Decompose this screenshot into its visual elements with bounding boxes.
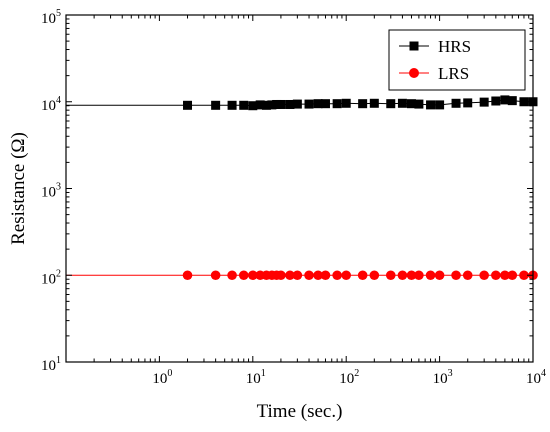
data-point-hrs	[426, 100, 436, 110]
y-tick-label: 103	[41, 182, 61, 201]
data-point-hrs	[479, 97, 489, 107]
data-point-lrs	[238, 270, 249, 281]
data-point-lrs	[462, 270, 473, 281]
data-point-hrs	[435, 100, 445, 110]
data-point-hrs	[267, 100, 277, 110]
legend: HRS LRS	[388, 29, 526, 91]
x-tick-label: 103	[433, 368, 453, 387]
data-point-hrs	[292, 99, 302, 109]
data-point-hrs	[463, 98, 473, 108]
data-point-hrs	[227, 100, 237, 110]
data-point-lrs	[313, 270, 323, 281]
data-point-hrs	[358, 99, 368, 109]
data-point-hrs	[255, 100, 265, 110]
legend-lrs-label: LRS	[438, 64, 469, 83]
data-point-hrs	[248, 101, 258, 111]
y-tick-label: 104	[41, 95, 61, 114]
data-point-lrs	[491, 270, 501, 281]
data-point-hrs	[341, 98, 351, 108]
y-tick-label: 101	[41, 355, 61, 374]
data-point-lrs	[507, 270, 518, 281]
data-point-lrs	[500, 270, 510, 281]
data-point-lrs	[285, 270, 295, 281]
data-point-hrs	[304, 99, 314, 109]
axis-tick-labels: 100 101 102 103 104 101 102 103 104 105	[41, 8, 546, 387]
data-point-hrs	[369, 98, 379, 108]
data-point-hrs	[261, 100, 271, 110]
y-tick-label: 102	[41, 268, 61, 287]
data-point-lrs	[425, 270, 436, 281]
x-axis-label: Time (sec.)	[257, 401, 343, 422]
data-point-hrs	[397, 98, 407, 108]
data-point-lrs	[182, 270, 193, 281]
data-point-hrs	[500, 95, 510, 105]
data-point-hrs	[491, 96, 501, 106]
data-point-lrs	[451, 270, 461, 281]
data-point-lrs	[304, 270, 314, 281]
data-point-hrs	[211, 100, 221, 110]
data-point-lrs	[292, 270, 303, 281]
data-point-hrs	[285, 99, 295, 109]
legend-hrs-marker	[409, 41, 419, 51]
data-point-lrs	[414, 270, 424, 281]
data-point-hrs	[332, 99, 342, 109]
data-point-lrs	[519, 270, 529, 281]
data-point-lrs	[434, 270, 445, 281]
legend-hrs-label: HRS	[438, 37, 471, 56]
y-axis-label: Resistance (Ω)	[8, 132, 29, 245]
x-tick-label: 101	[246, 368, 266, 387]
data-point-hrs	[320, 99, 330, 109]
data-point-lrs	[320, 270, 331, 281]
legend-lrs-marker	[409, 68, 419, 78]
data-point-lrs	[227, 270, 237, 281]
data-point-hrs	[406, 99, 416, 109]
data-point-hrs	[183, 100, 193, 110]
data-point-lrs	[369, 270, 380, 281]
x-tick-label: 102	[339, 368, 359, 387]
axis-ticks	[65, 14, 534, 363]
series-layer	[66, 95, 538, 281]
data-point-lrs	[406, 270, 417, 281]
legend-box	[388, 29, 526, 91]
data-point-hrs	[239, 100, 249, 110]
data-point-lrs	[397, 270, 408, 281]
data-point-lrs	[357, 270, 368, 281]
data-point-lrs	[332, 270, 342, 281]
data-point-hrs	[276, 99, 286, 109]
x-tick-label: 104	[526, 368, 546, 387]
data-point-lrs	[385, 270, 396, 281]
data-point-lrs	[210, 270, 221, 281]
data-point-hrs	[386, 99, 396, 109]
data-point-hrs	[507, 96, 517, 106]
data-point-hrs	[414, 99, 424, 109]
data-point-hrs	[519, 97, 529, 107]
data-point-hrs	[313, 99, 323, 109]
x-tick-label: 100	[152, 368, 172, 387]
data-point-lrs	[341, 270, 352, 281]
data-point-hrs	[451, 98, 461, 108]
data-point-lrs	[276, 270, 286, 281]
data-point-lrs	[248, 270, 258, 281]
y-tick-label: 105	[41, 8, 61, 27]
data-point-lrs	[479, 270, 489, 281]
